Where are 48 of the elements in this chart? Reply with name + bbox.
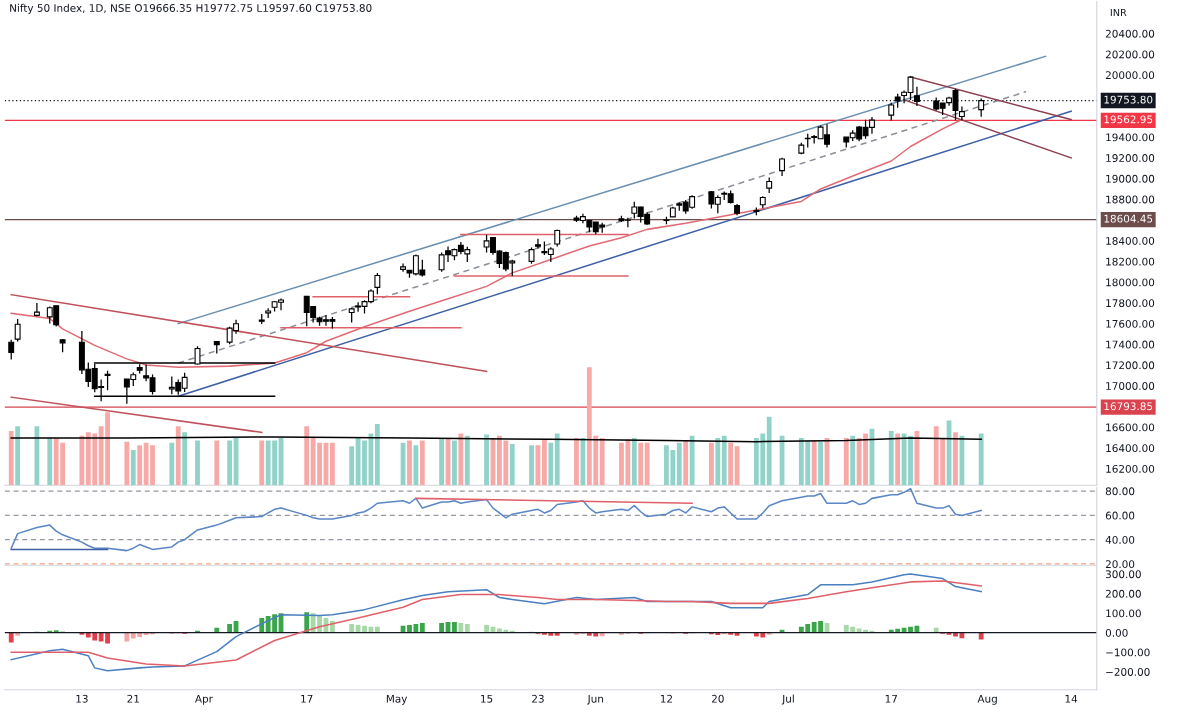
- y-tick-label: 100.00: [1106, 609, 1141, 618]
- y-tick-label: 300.00: [1105, 570, 1141, 579]
- y-tick-label: 19200.00: [1106, 154, 1155, 162]
- y-tick-label: 20.00: [1105, 560, 1135, 569]
- y-tick-label: −100.00: [1106, 648, 1150, 657]
- x-tick-label: 17: [885, 694, 897, 703]
- y-tick-label: 20400.00: [1105, 29, 1155, 38]
- y-tick-label: 19000.00: [1106, 174, 1155, 183]
- y-tick-label: 20000.00: [1105, 71, 1155, 80]
- x-tick-label: Jul: [781, 694, 794, 705]
- ref-line-label: 19562.95: [1104, 115, 1153, 124]
- y-tick-label: 18000.00: [1106, 278, 1155, 287]
- x-tick-label: 14: [1065, 694, 1078, 703]
- x-tick-label: 13: [76, 694, 88, 703]
- y-tick-label: 16200.00: [1106, 464, 1155, 473]
- y-tick-label: −200.00: [1106, 668, 1150, 676]
- ref-line-label: 19753.80: [1104, 95, 1153, 104]
- y-tick-label: 18400.00: [1106, 237, 1155, 245]
- y-tick-label: 80.00: [1105, 487, 1135, 496]
- y-tick-label: 16400.00: [1106, 444, 1155, 453]
- ref-line-label: 18604.45: [1104, 214, 1153, 223]
- y-tick-label: 60.00: [1105, 511, 1135, 520]
- x-tick-label: 23: [532, 694, 544, 703]
- chart-title: Nifty 50 Index, 1D, NSE O19666.35 H19772.75 L19597.60 C19753.80: [10, 3, 372, 14]
- x-tick-label: 21: [127, 694, 139, 703]
- x-tick-label: 17: [301, 694, 313, 703]
- y-tick-label: 19400.00: [1106, 133, 1155, 142]
- x-tick-label: Apr: [195, 694, 213, 705]
- y-tick-label: 40.00: [1105, 535, 1135, 544]
- y-tick-label: 17600.00: [1106, 319, 1155, 328]
- y-tick-label: 18800.00: [1106, 195, 1155, 204]
- ref-line-label: 16793.85: [1104, 402, 1153, 411]
- x-tick-label: May: [386, 694, 408, 705]
- x-tick-label: 12: [660, 694, 673, 703]
- x-tick-label: Jun: [587, 694, 604, 705]
- x-tick-label: 20: [711, 694, 724, 703]
- x-tick-label: Aug: [977, 694, 997, 705]
- y-tick-label: 17400.00: [1106, 340, 1155, 349]
- y-tick-label: 200.00: [1105, 589, 1141, 598]
- y-tick-label: 17200.00: [1106, 361, 1155, 370]
- y-tick-label: 17800.00: [1106, 299, 1155, 308]
- y-tick-label: 16600.00: [1106, 423, 1155, 432]
- x-tick-label: 15: [481, 694, 493, 703]
- y-tick-label: 0.00: [1105, 628, 1128, 637]
- y-tick-label: 17000.00: [1106, 382, 1155, 390]
- y-axis-title: INR: [1110, 9, 1127, 17]
- y-tick-label: 20200.00: [1105, 50, 1155, 59]
- y-tick-label: 18200.00: [1106, 257, 1155, 266]
